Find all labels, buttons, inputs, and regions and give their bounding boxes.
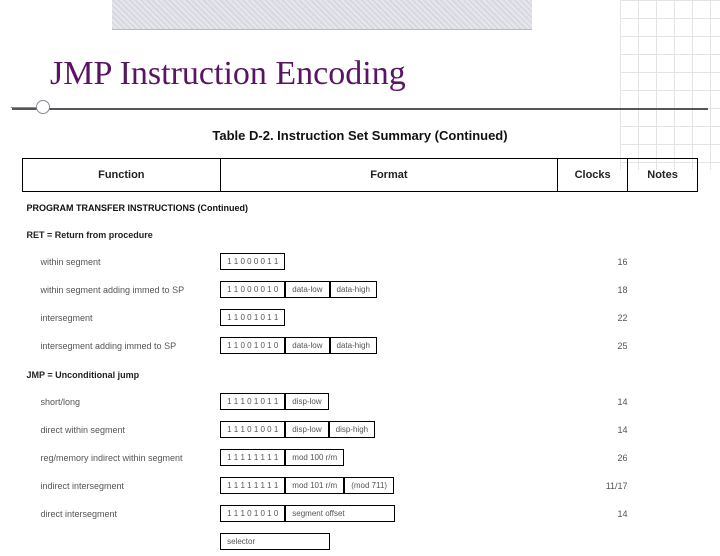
- table-row: reg/memory indirect within segment1 1 1 …: [23, 444, 698, 472]
- table-row: direct intersegment1 1 1 0 1 0 1 0segmen…: [23, 500, 698, 528]
- table-row: within segment1 1 0 0 0 0 1 116: [23, 248, 698, 276]
- col-clocks: Clocks: [558, 159, 628, 192]
- table-row: direct within segment1 1 1 0 1 0 0 1disp…: [23, 416, 698, 444]
- group-label: RET = Return from procedure: [23, 220, 698, 248]
- col-format: Format: [220, 159, 558, 192]
- table-row: intersegment1 1 0 0 1 0 1 122: [23, 304, 698, 332]
- header-band: [112, 0, 532, 30]
- table-row: selector: [23, 528, 698, 556]
- table-caption: Table D-2. Instruction Set Summary (Cont…: [0, 128, 720, 143]
- group-label: JMP = Unconditional jump: [23, 360, 698, 388]
- table-row: intersegment adding immed to SP1 1 0 0 1…: [23, 332, 698, 360]
- table-row: short/long1 1 1 0 1 0 1 1disp-low14: [23, 388, 698, 416]
- section-header: PROGRAM TRANSFER INSTRUCTIONS (Continued…: [23, 192, 698, 220]
- slide-title: JMP Instruction Encoding: [50, 55, 406, 93]
- table-row: within segment adding immed to SP1 1 0 0…: [23, 276, 698, 304]
- instruction-table: Function Format Clocks Notes PROGRAM TRA…: [22, 158, 698, 556]
- col-notes: Notes: [628, 159, 698, 192]
- table-row: indirect intersegment1 1 1 1 1 1 1 1mod …: [23, 472, 698, 500]
- grid-decoration: [620, 0, 720, 170]
- table-header-row: Function Format Clocks Notes: [23, 159, 698, 192]
- col-function: Function: [23, 159, 221, 192]
- bullet-decoration: [36, 100, 50, 114]
- title-rule: [12, 108, 708, 110]
